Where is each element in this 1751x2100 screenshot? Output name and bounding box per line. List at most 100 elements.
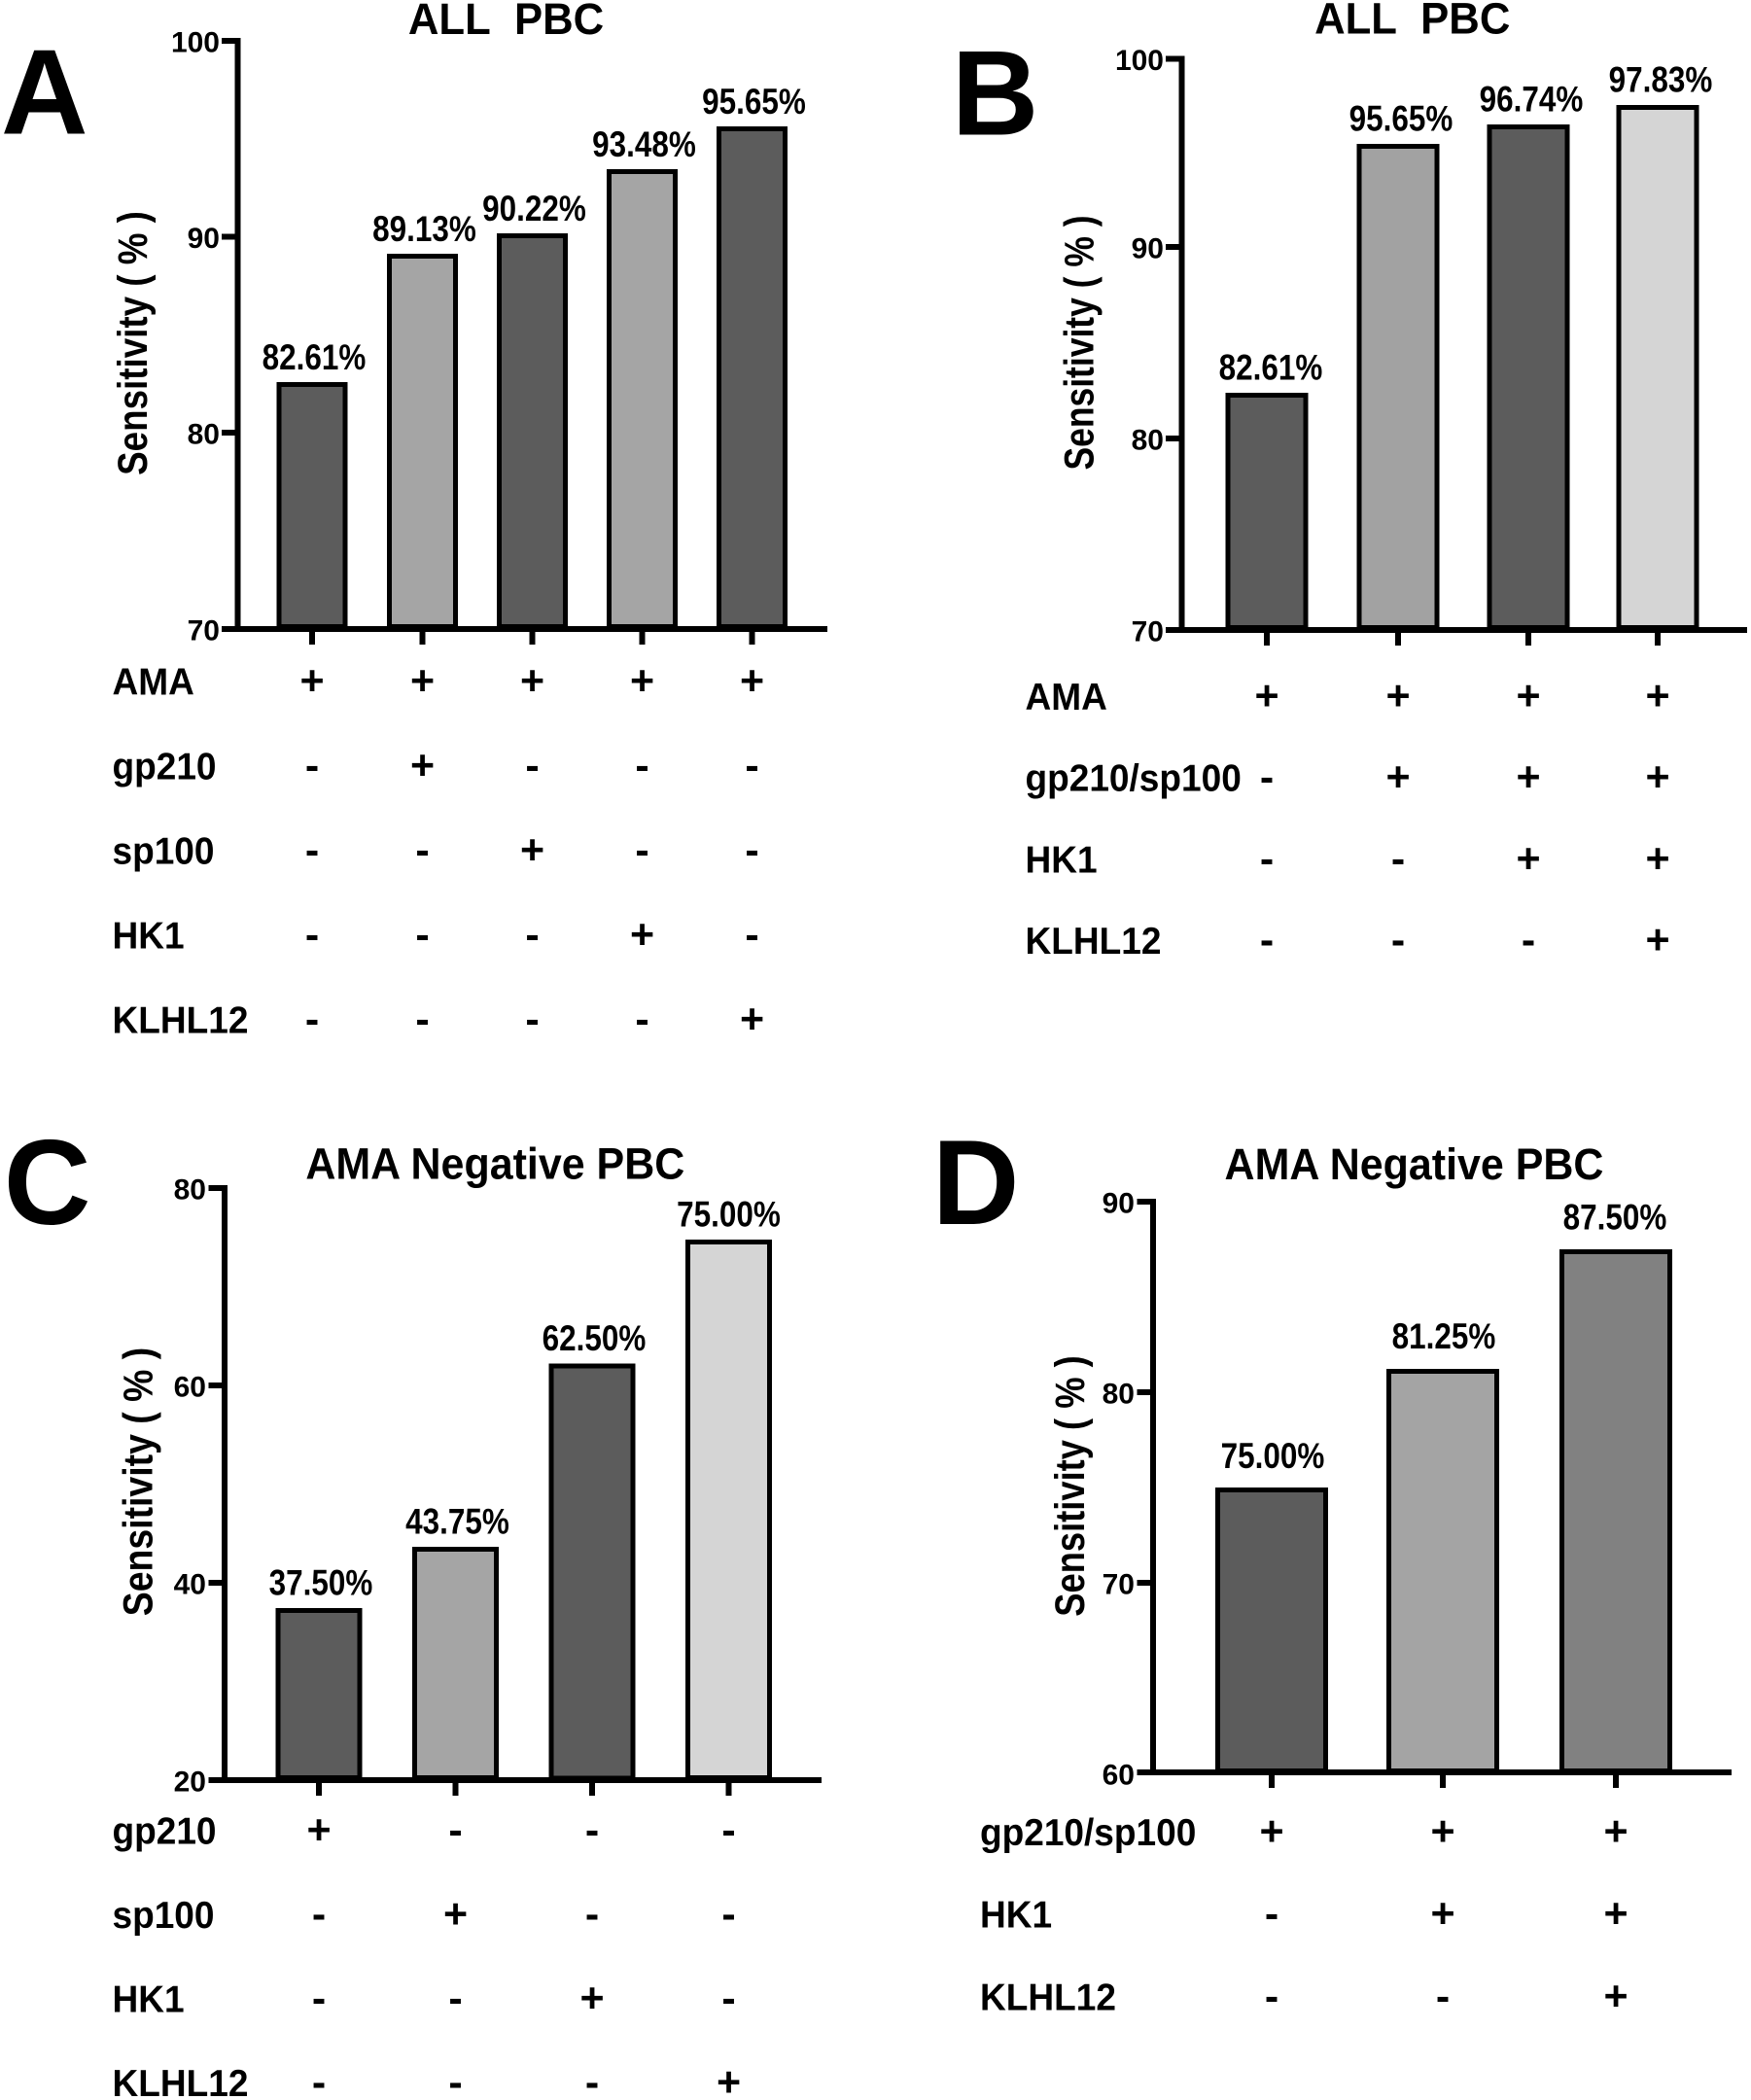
svg-text:+: + <box>1645 754 1669 801</box>
svg-text:+: + <box>1385 754 1410 801</box>
svg-text:-: - <box>415 997 429 1043</box>
svg-text:KLHL12: KLHL12 <box>113 1000 249 1042</box>
svg-text:-: - <box>312 1891 326 1938</box>
svg-text:HK1: HK1 <box>980 1895 1052 1937</box>
svg-text:90: 90 <box>1132 233 1164 265</box>
svg-text:ALL PBC: ALL PBC <box>408 0 604 44</box>
svg-text:60: 60 <box>1103 1760 1135 1792</box>
svg-text:+: + <box>1603 1891 1628 1938</box>
svg-text:-: - <box>745 912 758 959</box>
svg-text:sp100: sp100 <box>113 1895 215 1937</box>
svg-text:+: + <box>1645 835 1669 882</box>
svg-text:+: + <box>1430 1891 1454 1938</box>
svg-text:-: - <box>721 1807 735 1854</box>
svg-text:-: - <box>721 1976 735 2022</box>
svg-text:AMA Negative PBC: AMA Negative PBC <box>305 1140 684 1189</box>
svg-text:82.61%: 82.61% <box>263 338 367 378</box>
svg-text:C: C <box>4 1116 91 1250</box>
svg-text:+: + <box>1516 754 1540 801</box>
svg-text:70: 70 <box>1103 1569 1135 1601</box>
svg-text:+: + <box>1516 673 1540 719</box>
svg-text:96.74%: 96.74% <box>1480 80 1584 120</box>
svg-text:80: 80 <box>188 419 220 451</box>
svg-text:70: 70 <box>1132 616 1164 648</box>
svg-text:+: + <box>1516 835 1540 882</box>
svg-text:81.25%: 81.25% <box>1392 1317 1496 1357</box>
svg-text:+: + <box>1603 1808 1628 1855</box>
svg-text:+: + <box>520 827 544 874</box>
svg-text:Sensitivity ( % ): Sensitivity ( % ) <box>1056 215 1103 470</box>
svg-text:+: + <box>306 1807 331 1854</box>
svg-text:-: - <box>1265 1974 1278 2020</box>
svg-text:-: - <box>525 997 539 1043</box>
svg-text:-: - <box>1260 917 1274 963</box>
svg-text:+: + <box>717 2059 741 2100</box>
svg-text:-: - <box>305 743 319 789</box>
svg-text:-: - <box>525 912 539 959</box>
svg-text:Sensitivity ( % ): Sensitivity ( % ) <box>110 211 156 475</box>
svg-text:-: - <box>1391 835 1405 882</box>
svg-text:87.50%: 87.50% <box>1563 1198 1667 1238</box>
svg-text:AMA Negative PBC: AMA Negative PBC <box>1225 1140 1604 1189</box>
svg-text:+: + <box>410 658 435 705</box>
svg-text:+: + <box>1259 1808 1283 1855</box>
svg-text:40: 40 <box>174 1569 206 1601</box>
svg-text:-: - <box>448 2059 462 2100</box>
svg-text:KLHL12: KLHL12 <box>113 2063 249 2100</box>
svg-text:80: 80 <box>174 1174 206 1207</box>
svg-text:37.50%: 37.50% <box>269 1563 373 1603</box>
svg-text:-: - <box>312 2059 326 2100</box>
svg-text:-: - <box>448 1807 462 1854</box>
svg-text:90.22%: 90.22% <box>482 190 586 229</box>
svg-text:HK1: HK1 <box>113 916 185 958</box>
svg-text:+: + <box>630 912 654 959</box>
svg-text:-: - <box>1391 917 1405 963</box>
svg-text:-: - <box>745 827 758 874</box>
svg-text:gp210/sp100: gp210/sp100 <box>980 1812 1196 1854</box>
svg-text:75.00%: 75.00% <box>677 1195 781 1235</box>
svg-text:Sensitivity ( % ): Sensitivity ( % ) <box>115 1348 161 1616</box>
svg-text:95.65%: 95.65% <box>1349 99 1453 139</box>
svg-text:-: - <box>415 827 429 874</box>
svg-text:+: + <box>1385 673 1410 719</box>
svg-text:70: 70 <box>188 615 220 648</box>
svg-text:HK1: HK1 <box>113 1979 185 2021</box>
svg-text:60: 60 <box>174 1372 206 1404</box>
svg-text:75.00%: 75.00% <box>1221 1437 1325 1477</box>
svg-text:+: + <box>443 1891 468 1938</box>
svg-text:89.13%: 89.13% <box>372 210 476 250</box>
svg-text:-: - <box>585 1891 599 1938</box>
svg-text:20: 20 <box>174 1767 206 1799</box>
svg-text:-: - <box>745 743 758 789</box>
svg-text:100: 100 <box>171 27 220 59</box>
svg-text:+: + <box>1254 673 1278 719</box>
svg-text:-: - <box>312 1976 326 2022</box>
svg-text:-: - <box>635 997 648 1043</box>
svg-text:+: + <box>740 658 764 705</box>
svg-text:KLHL12: KLHL12 <box>980 1978 1116 2019</box>
svg-text:-: - <box>721 1891 735 1938</box>
svg-text:ALL PBC: ALL PBC <box>1314 0 1510 44</box>
svg-text:-: - <box>305 827 319 874</box>
svg-text:gp210: gp210 <box>113 1811 217 1853</box>
svg-text:B: B <box>952 27 1039 161</box>
svg-text:+: + <box>579 1976 604 2022</box>
svg-text:97.83%: 97.83% <box>1609 60 1713 100</box>
svg-text:+: + <box>1645 673 1669 719</box>
svg-text:43.75%: 43.75% <box>405 1502 509 1542</box>
svg-text:KLHL12: KLHL12 <box>1026 921 1162 962</box>
svg-text:-: - <box>305 997 319 1043</box>
svg-text:A: A <box>1 26 88 160</box>
svg-text:-: - <box>1265 1891 1278 1938</box>
svg-text:+: + <box>520 658 544 705</box>
svg-text:93.48%: 93.48% <box>592 125 696 165</box>
svg-text:-: - <box>1260 754 1274 801</box>
svg-text:HK1: HK1 <box>1026 839 1098 881</box>
svg-text:-: - <box>448 1976 462 2022</box>
svg-text:+: + <box>1645 917 1669 963</box>
svg-text:80: 80 <box>1132 425 1164 457</box>
svg-text:62.50%: 62.50% <box>543 1319 647 1359</box>
svg-text:-: - <box>305 912 319 959</box>
svg-text:-: - <box>585 1807 599 1854</box>
svg-text:gp210: gp210 <box>113 747 217 788</box>
